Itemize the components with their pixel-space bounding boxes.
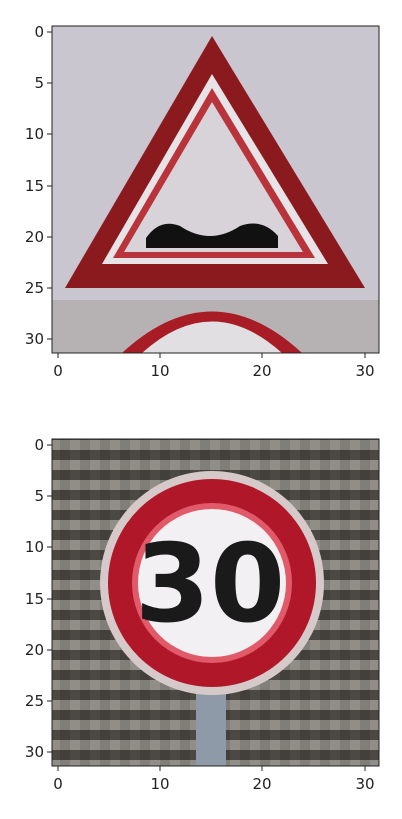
speed-sign-face [138,509,286,657]
y-tick-label: 20 [25,641,44,659]
panel-1-frame [51,25,380,354]
x-tick-label: 30 [355,775,374,793]
y-tick-label: 25 [25,692,44,710]
panel-2: 30 0 5 10 15 20 25 30 0 10 [25,436,380,793]
panel-2-frame [51,438,380,767]
warning-sign-face [124,102,303,252]
panel-1-image [52,26,379,353]
x-tick-label: 10 [150,775,169,793]
x-tick-label: 10 [150,362,169,380]
panel-2-x-axis: 0 10 20 30 [53,766,375,793]
x-tick-label: 20 [252,362,271,380]
y-tick-label: 5 [34,487,44,505]
panel-1-x-axis: 0 10 20 30 [53,353,375,380]
y-tick-label: 15 [25,177,44,195]
y-tick-label: 0 [34,23,44,41]
y-tick-label: 20 [25,228,44,246]
panel-1-y-axis: 0 5 10 15 20 25 30 [25,23,52,348]
x-tick-label: 0 [53,362,63,380]
sign-pole [196,690,226,766]
y-tick-label: 5 [34,74,44,92]
x-tick-label: 0 [53,775,63,793]
y-tick-label: 25 [25,279,44,297]
x-tick-label: 30 [355,362,374,380]
panel-1: 0 5 10 15 20 25 30 0 10 20 30 [25,23,380,380]
y-tick-label: 0 [34,436,44,454]
x-tick-label: 20 [252,775,271,793]
panel-2-image: 30 [52,439,379,766]
panel-2-y-axis: 0 5 10 15 20 25 30 [25,436,52,761]
speed-limit-number: 30 [135,522,285,647]
y-tick-label: 15 [25,590,44,608]
y-tick-label: 10 [25,538,44,556]
y-tick-label: 30 [25,743,44,761]
y-tick-label: 30 [25,330,44,348]
uneven-road-symbol [146,223,278,248]
y-tick-label: 10 [25,125,44,143]
